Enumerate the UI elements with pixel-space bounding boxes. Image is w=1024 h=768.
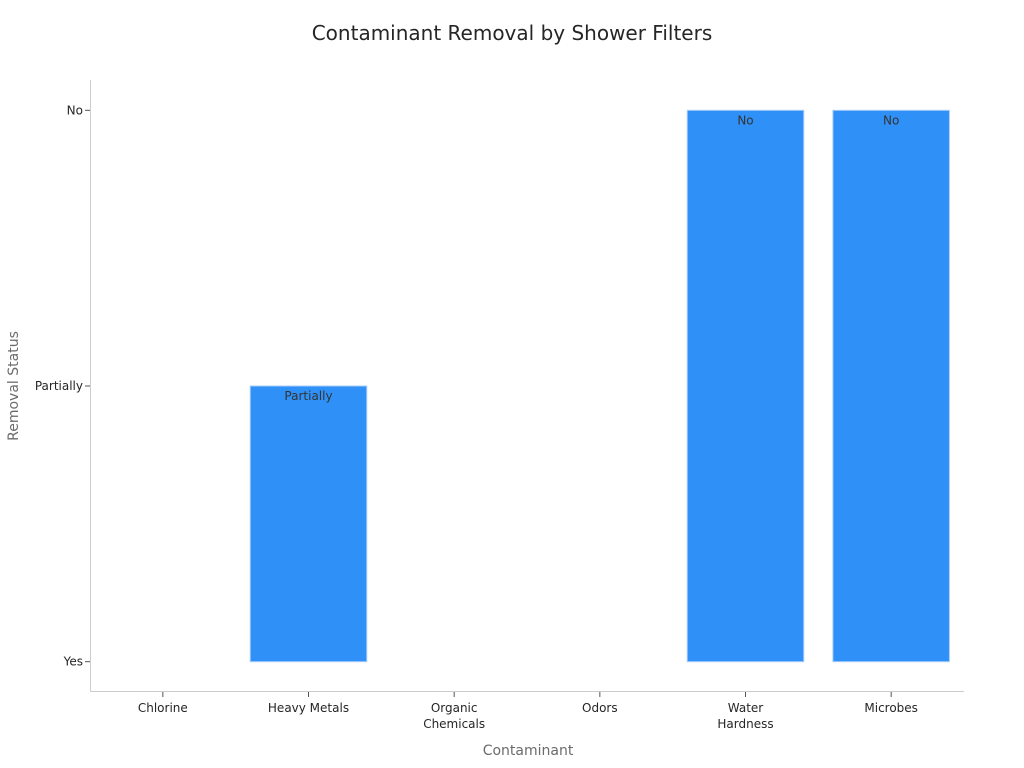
chart-title: Contaminant Removal by Shower Filters — [312, 21, 713, 45]
y-tick-label-yes: Yes — [63, 655, 83, 669]
x-tick-label-odors: Odors — [582, 701, 618, 715]
bars — [249, 109, 950, 663]
x-tick-label-heavy-metals: Heavy Metals — [268, 701, 349, 715]
axes — [90, 80, 964, 692]
y-tick-label-partially: Partially — [35, 379, 83, 393]
bar-water-hardness — [686, 109, 805, 663]
bar-heavy-metals — [249, 385, 368, 663]
x-axis-title: Contaminant — [483, 743, 574, 759]
data-label-water-hardness: No — [737, 113, 753, 127]
bar-microbes — [832, 109, 950, 663]
data-labels: Partially No No — [284, 113, 899, 403]
y-ticks: Yes Partially No — [35, 103, 90, 669]
y-tick-label-no: No — [67, 103, 83, 117]
data-label-heavy-metals: Partially — [284, 389, 332, 403]
y-axis-title: Removal Status — [6, 331, 22, 441]
x-tick-label-organic-chemicals: Organic Chemicals — [423, 701, 485, 731]
x-ticks: Chlorine Heavy Metals Organic Chemicals Odor… — [138, 692, 918, 731]
x-tick-label-microbes: Microbes — [864, 701, 918, 715]
x-tick-label-water-hardness: Water Hardness — [717, 701, 773, 731]
x-tick-label-chlorine: Chlorine — [138, 701, 188, 715]
data-label-microbes: No — [883, 113, 899, 127]
